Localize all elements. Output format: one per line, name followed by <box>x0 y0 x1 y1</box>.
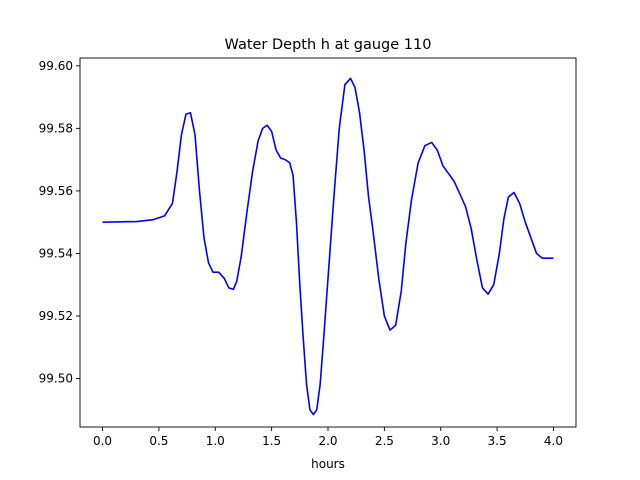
x-tick-label: 0.0 <box>93 434 112 448</box>
chart-title: Water Depth h at gauge 110 <box>225 37 432 53</box>
x-tick-label: 2.5 <box>375 434 394 448</box>
x-tick-label: 4.0 <box>544 434 563 448</box>
x-tick-label: 1.0 <box>206 434 225 448</box>
x-tick-label: 3.5 <box>488 434 507 448</box>
y-tick-label: 99.50 <box>39 372 73 386</box>
y-tick-label: 99.56 <box>39 184 73 198</box>
y-tick-label: 99.58 <box>39 121 73 135</box>
y-tick-label: 99.52 <box>39 309 73 323</box>
y-tick-label: 99.54 <box>39 246 73 260</box>
y-tick-label: 99.60 <box>39 59 73 73</box>
y-axis: 99.50 99.52 99.54 99.56 99.58 99.60 <box>39 59 80 386</box>
x-axis-label: hours <box>311 457 345 471</box>
series-line-water-depth <box>102 77 554 416</box>
x-tick-label: 0.5 <box>149 434 168 448</box>
x-axis: 0.0 0.5 1.0 1.5 2.0 2.5 3.0 3.5 4.0 <box>93 427 563 448</box>
x-tick-label: 1.5 <box>262 434 281 448</box>
x-tick-label: 2.0 <box>318 434 337 448</box>
x-tick-label: 3.0 <box>431 434 450 448</box>
plot-frame <box>79 57 577 428</box>
